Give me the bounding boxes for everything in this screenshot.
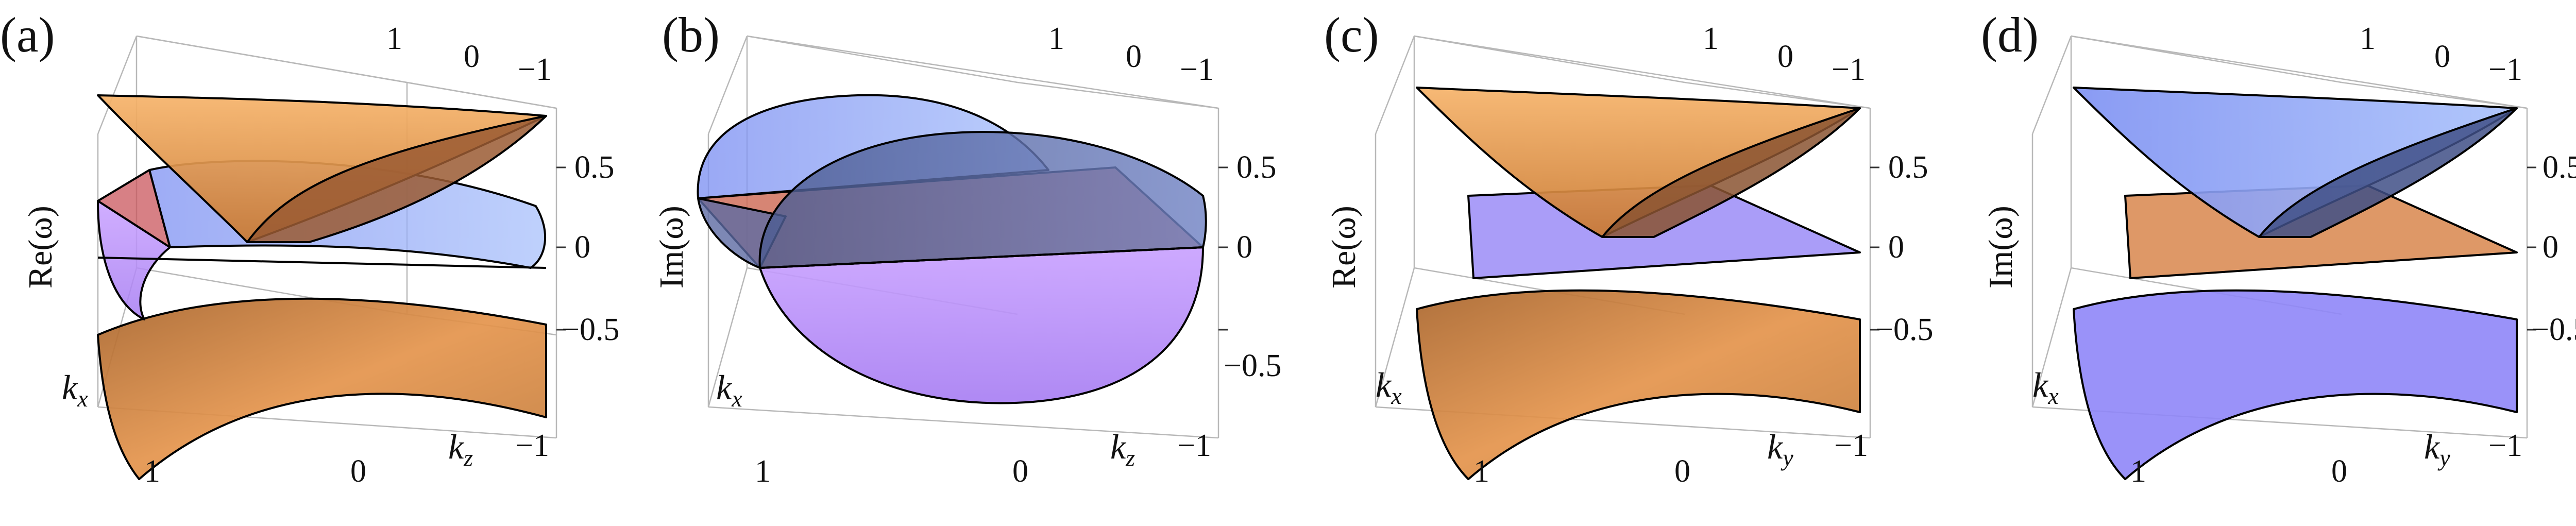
z-tick-label: 0 [1236, 230, 1252, 265]
top-axis: 1 0 −1 [2360, 21, 2522, 87]
bottom-axis: kx 1 0 kz −1 [62, 368, 549, 489]
z-tick-label: 0 [1888, 230, 1904, 265]
top-band-fold [1601, 107, 1861, 238]
x-axis-label: kx [1376, 365, 1402, 409]
top-axis: 1 0 −1 [1048, 21, 1214, 87]
top-tick-label: 1 [2360, 21, 2376, 56]
red-cone-surface [97, 169, 171, 248]
violet-cone-surface [97, 200, 171, 320]
z-tick-label: 0.5 [1888, 150, 1928, 185]
z-tick-label: −0.5 [1224, 348, 1281, 383]
top-tick-label: −1 [1832, 52, 1866, 87]
violet-ellipse-surface [759, 246, 1204, 404]
band-surfaces [2073, 87, 2518, 480]
z-tick-label: 0 [574, 230, 590, 265]
z-tick-label: −0.5 [562, 312, 619, 347]
bottom-axis: kx 1 0 kz −1 [716, 368, 1211, 489]
x-tick-label: 1 [1473, 454, 1489, 489]
x-axis-label: kx [62, 368, 88, 412]
z-axis: 0.5 0 −0.5 [556, 150, 619, 347]
z-axis: 0.5 0 −0.5 [2527, 150, 2576, 347]
panel-a: (a) [0, 7, 619, 489]
band-surfaces [97, 94, 547, 480]
x-axis-label: kx [716, 368, 742, 412]
x-tick-label: 0 [1674, 454, 1690, 489]
flat-plane-edge [97, 257, 547, 269]
y-axis-label: kz [1110, 427, 1135, 471]
z-axis: 0.5 0 −0.5 [1870, 150, 1933, 347]
z-tick-label: 0.5 [574, 150, 615, 185]
x-tick-label: 0 [350, 454, 366, 489]
top-tick-label: −1 [518, 52, 552, 87]
panel-label: (a) [0, 7, 55, 62]
top-axis: 1 0 −1 [386, 21, 552, 87]
z-tick-label: 0 [2543, 230, 2558, 265]
top-axis: 1 0 −1 [1703, 21, 1866, 87]
x-tick-label: 1 [2130, 454, 2146, 489]
bottom-band-surface [2073, 289, 2518, 480]
y-axis-label: kz [448, 427, 473, 471]
z-axis-label: Im(ω) [653, 206, 690, 289]
panel-b: (b) 0.5 0 −0.5 [653, 7, 1281, 489]
band-surfaces [697, 94, 1207, 404]
y-axis-label: ky [2424, 427, 2450, 471]
x-tick-label: 1 [144, 454, 160, 489]
z-tick-label: −0.5 [1875, 312, 1933, 347]
band-surfaces [1416, 87, 1861, 480]
y-tick-label: −1 [2488, 428, 2522, 463]
top-tick-label: 0 [464, 39, 480, 74]
z-tick-label: 0.5 [1236, 150, 1277, 185]
panel-label: (b) [662, 7, 720, 62]
top-tick-label: 0 [1126, 39, 1142, 74]
top-tick-label: 1 [1048, 21, 1064, 56]
panel-label: (c) [1324, 7, 1379, 62]
top-tick-label: 0 [2434, 39, 2450, 74]
bottom-band-surface [97, 297, 547, 480]
panel-d: (d) 0.5 0 −0.5 Im(ω) [1981, 7, 2576, 489]
z-axis-label: Re(ω) [1325, 206, 1363, 289]
panel-label: (d) [1981, 7, 2039, 62]
top-tick-label: −1 [2488, 52, 2522, 87]
z-tick-label: 0.5 [2543, 150, 2576, 185]
blue-ellipse-right [758, 131, 1207, 269]
z-axis-label: Re(ω) [22, 206, 59, 289]
bottom-band-surface [1416, 289, 1861, 480]
plane-edge [759, 246, 1204, 269]
top-tick-label: 0 [1777, 39, 1793, 74]
bottom-axis: kx 1 0 ky −1 [2032, 365, 2522, 489]
panel-c: (c) 0.5 0 −0.5 Re(ω) [1324, 7, 1933, 489]
x-tick-label: 0 [1012, 454, 1028, 489]
top-tick-label: −1 [1180, 52, 1214, 87]
x-axis-label: kx [2032, 365, 2059, 409]
x-tick-label: 0 [2331, 454, 2347, 489]
top-band-fold [246, 115, 547, 243]
x-tick-label: 1 [755, 454, 771, 489]
z-tick-label: −0.5 [2531, 312, 2576, 347]
bottom-axis: kx 1 0 ky −1 [1376, 365, 1868, 489]
y-tick-label: −1 [515, 428, 549, 463]
y-tick-label: −1 [1834, 428, 1868, 463]
top-tick-label: 1 [386, 21, 402, 56]
top-tick-label: 1 [1703, 21, 1719, 56]
z-axis: 0.5 0 −0.5 [1218, 150, 1281, 383]
z-axis-label: Im(ω) [1982, 206, 2020, 289]
y-axis-label: ky [1767, 427, 1793, 471]
top-band-fold [2258, 107, 2518, 238]
y-tick-label: −1 [1177, 428, 1211, 463]
